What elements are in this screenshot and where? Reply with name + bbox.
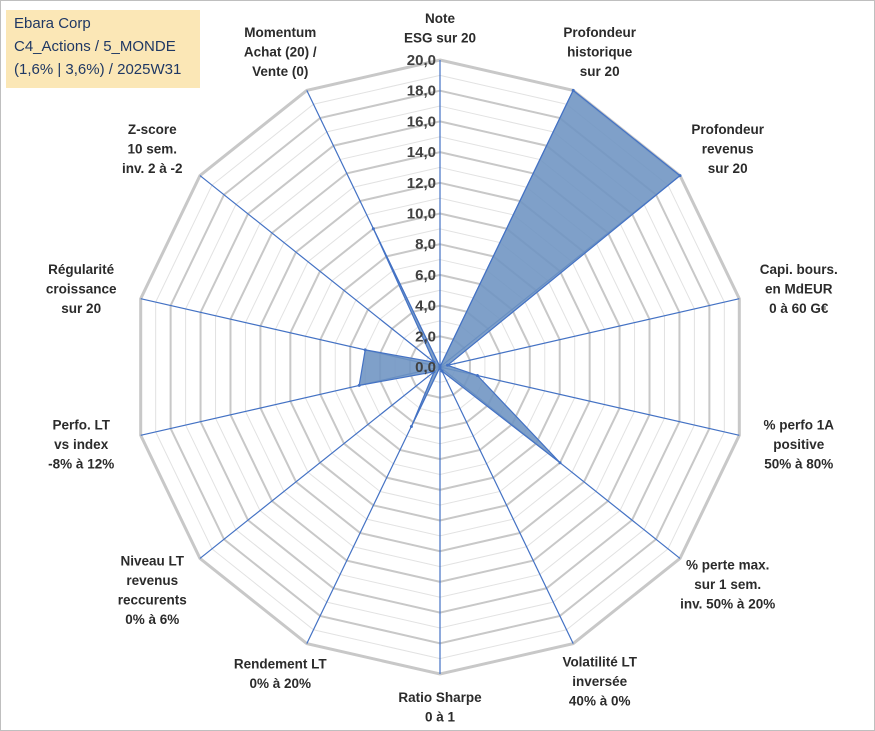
radar-data-point [438, 365, 442, 369]
radar-data-point [475, 374, 479, 377]
chart-title-box: Ebara Corp C4_Actions / 5_MONDE (1,6% | … [6, 10, 200, 88]
axis-label-line: Profondeur [563, 25, 636, 40]
radar-data-point [363, 348, 367, 352]
axis-label-line: inv. 2 à -2 [122, 161, 183, 176]
axis-label-line: 10 sem. [128, 141, 178, 156]
axis-label: % perfo 1A positive 50% à 80% [764, 418, 835, 472]
axis-label-line: Rendement LT [234, 657, 328, 672]
radar-data-point [371, 227, 375, 231]
axis-label: Volatilité LT inversée 40% à 0% [562, 655, 637, 709]
radar-axis-labels: Note ESG sur 20 Profondeur historique sur 20… [46, 11, 838, 725]
axis-label-line: Vente (0) [252, 64, 308, 79]
axis-label-line: Momentum [244, 25, 316, 40]
axis-label-line: reccurents [118, 593, 187, 608]
axis-label: Profondeur revenus sur 20 [691, 122, 764, 176]
axis-label: Rendement LT 0% à 20% [234, 657, 328, 692]
axis-label-line: Régularité [48, 262, 115, 277]
axis-label-line: 0% à 6% [125, 612, 179, 627]
axis-label: Note ESG sur 20 [404, 11, 476, 46]
axis-label-line: Z-score [128, 122, 177, 137]
axis-label-line: inversée [572, 674, 627, 689]
axis-label: Ratio Sharpe 0 à 1 [398, 690, 482, 725]
axis-label-line: Ratio Sharpe [398, 690, 482, 705]
axis-label-line: 0 à 1 [425, 710, 456, 725]
axis-label-line: sur 20 [580, 64, 620, 79]
axis-label-line: % perte max. [686, 558, 769, 573]
radar-data-point [678, 174, 682, 178]
axis-label: Momentum Achat (20) / Vente (0) [244, 25, 317, 79]
radar-data-point [432, 360, 436, 364]
tick-label: 10,0 [407, 206, 436, 223]
radar-spoke [439, 298, 740, 368]
radar-spoke [199, 175, 441, 368]
axis-label-line: inv. 50% à 20% [680, 597, 775, 612]
radar-data-point [357, 383, 361, 387]
axis-label-line: Volatilité LT [562, 655, 637, 670]
axis-label: Niveau LT revenus reccurents 0% à 6% [118, 554, 187, 628]
axis-label-line: 0 à 60 G€ [769, 301, 829, 316]
axis-label-line: Niveau LT [121, 554, 185, 569]
radar-spoke [199, 366, 441, 559]
radar-spoke [439, 366, 574, 644]
axis-label-line: en MdEUR [765, 282, 833, 297]
axis-label-line: Profondeur [691, 122, 764, 137]
axis-label-line: sur 1 sem. [694, 577, 761, 592]
axis-label: Régularité croissance sur 20 [46, 262, 117, 316]
tick-label: 18,0 [407, 83, 436, 100]
tick-label: 4,0 [415, 298, 436, 315]
radar-tick-labels: 0,0 2,0 4,0 6,0 8,0 10,0 12,0 14,0 16,0 18,0 20,0 [407, 52, 436, 376]
axis-label-line: sur 20 [61, 301, 101, 316]
radar-data-point [440, 369, 444, 373]
axis-label-line: 50% à 80% [764, 457, 833, 472]
axis-label-line: Note [425, 11, 455, 26]
axis-label-line: croissance [46, 282, 117, 297]
axis-label: Capi. bours. en MdEUR 0 à 60 G€ [760, 262, 838, 316]
axis-label-line: -8% à 12% [48, 457, 114, 472]
title-line-company: Ebara Corp [14, 15, 91, 32]
tick-label: 8,0 [415, 236, 436, 253]
radar-data-point [446, 363, 449, 367]
radar-series [357, 88, 682, 465]
axis-label-line: Perfo. LT [52, 418, 110, 433]
axis-label: Z-score 10 sem. inv. 2 à -2 [122, 122, 183, 176]
tick-label: 6,0 [415, 267, 436, 284]
tick-label: 16,0 [407, 113, 436, 130]
radar-data-point [409, 425, 413, 428]
tick-label: 2,0 [415, 328, 436, 345]
axis-label-line: Achat (20) / [244, 44, 317, 59]
tick-label: 14,0 [407, 144, 436, 161]
axis-label-line: Capi. bours. [760, 262, 838, 277]
axis-label-line: revenus [126, 573, 178, 588]
radar-data-point [571, 88, 575, 92]
tick-label: 0,0 [415, 359, 436, 376]
axis-label-line: positive [773, 437, 825, 452]
axis-label-line: 40% à 0% [569, 694, 631, 709]
tick-label: 12,0 [407, 175, 436, 192]
radar-data-point [558, 461, 562, 465]
radar-spoke [439, 366, 740, 436]
title-line-category: C4_Actions / 5_MONDE [14, 38, 176, 55]
title-line-period: (1,6% | 3,6%) / 2025W31 [14, 61, 182, 78]
axis-label: Perfo. LT vs index -8% à 12% [48, 418, 114, 472]
axis-label-line: historique [567, 44, 633, 59]
axis-label: Profondeur historique sur 20 [563, 25, 636, 79]
axis-label-line: ESG sur 20 [404, 31, 476, 46]
axis-label: % perte max. sur 1 sem. inv. 50% à 20% [680, 558, 775, 612]
tick-label: 20,0 [407, 52, 436, 69]
axis-label-line: sur 20 [708, 161, 748, 176]
radar-data-point [432, 370, 436, 374]
axis-label-line: % perfo 1A [764, 418, 835, 433]
axis-label-line: revenus [702, 141, 754, 156]
axis-label-line: vs index [54, 437, 109, 452]
axis-label-line: 0% à 20% [250, 676, 312, 691]
